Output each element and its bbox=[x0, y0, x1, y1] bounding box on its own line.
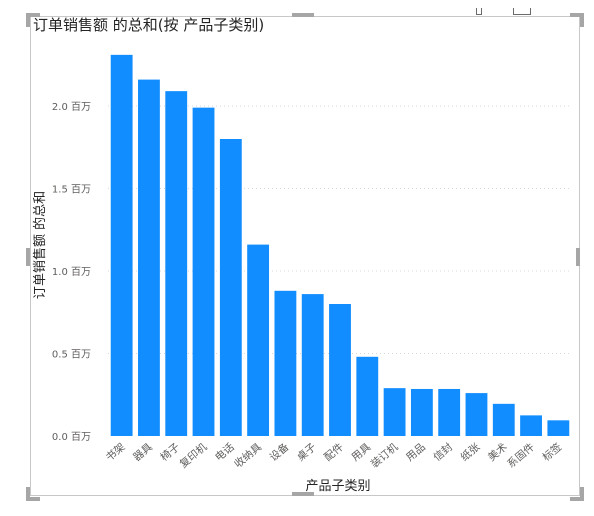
resize-handle-left[interactable] bbox=[26, 248, 30, 266]
resize-handle-right[interactable] bbox=[576, 248, 580, 266]
y-axis-ticks: 0.0 百万 0.5 百万 1.0 百万 1.5 百万 2.0 百万 bbox=[52, 101, 91, 443]
x-tick-label: 标签 bbox=[540, 440, 565, 464]
y-tick-label: 0.5 百万 bbox=[52, 349, 91, 361]
x-axis-title: 产品子类别 bbox=[305, 479, 370, 494]
focus-mode-icon[interactable] bbox=[476, 8, 482, 15]
x-tick-label: 书架 bbox=[104, 441, 128, 464]
x-tick-label: 配件 bbox=[322, 441, 346, 464]
x-tick-label: 收纳具 bbox=[232, 440, 265, 471]
bar[interactable] bbox=[410, 388, 433, 436]
bar[interactable] bbox=[165, 91, 188, 437]
bar[interactable] bbox=[138, 79, 160, 436]
bar[interactable] bbox=[247, 244, 270, 436]
x-tick-label: 用品 bbox=[404, 441, 428, 464]
x-tick-label: 器具 bbox=[131, 441, 155, 464]
resize-corner-top-right[interactable] bbox=[570, 13, 584, 27]
visual-header-icons bbox=[476, 0, 532, 19]
x-tick-label: 纸张 bbox=[458, 440, 483, 464]
bars bbox=[110, 54, 570, 437]
bar[interactable] bbox=[520, 415, 542, 436]
resize-corner-top-left[interactable] bbox=[26, 13, 40, 27]
bar[interactable] bbox=[547, 420, 570, 436]
bar[interactable] bbox=[438, 388, 461, 436]
bar[interactable] bbox=[274, 290, 297, 436]
more-options-icon[interactable] bbox=[513, 8, 532, 15]
bar[interactable] bbox=[465, 393, 488, 436]
chart-title: 订单销售额 的总和(按 产品子类别) bbox=[33, 16, 265, 34]
x-tick-label: 桌子 bbox=[294, 440, 318, 463]
bar[interactable] bbox=[301, 294, 324, 436]
x-tick-label: 复印机 bbox=[177, 440, 210, 471]
bar[interactable] bbox=[329, 304, 351, 436]
resize-corner-bottom-left[interactable] bbox=[26, 487, 40, 501]
y-tick-label: 1.5 百万 bbox=[52, 184, 91, 196]
y-axis-title: 订单销售额 的总和 bbox=[32, 191, 48, 299]
bar[interactable] bbox=[219, 139, 242, 436]
resize-handle-top[interactable] bbox=[292, 13, 314, 17]
bar[interactable] bbox=[383, 388, 406, 436]
resize-handle-bottom[interactable] bbox=[292, 492, 314, 496]
y-tick-label: 1.0 百万 bbox=[52, 266, 91, 278]
bar[interactable] bbox=[192, 107, 215, 437]
x-tick-label: 系固件 bbox=[505, 441, 537, 470]
y-tick-label: 2.0 百万 bbox=[52, 101, 91, 113]
x-tick-label: 信封 bbox=[431, 440, 456, 464]
resize-corner-bottom-right[interactable] bbox=[570, 487, 584, 501]
x-tick-label: 设备 bbox=[267, 440, 292, 464]
y-tick-label: 0.0 百万 bbox=[52, 431, 91, 443]
bar[interactable] bbox=[492, 403, 515, 436]
bar[interactable] bbox=[356, 356, 379, 436]
x-tick-label: 装订机 bbox=[368, 440, 401, 471]
bar[interactable] bbox=[110, 54, 133, 436]
